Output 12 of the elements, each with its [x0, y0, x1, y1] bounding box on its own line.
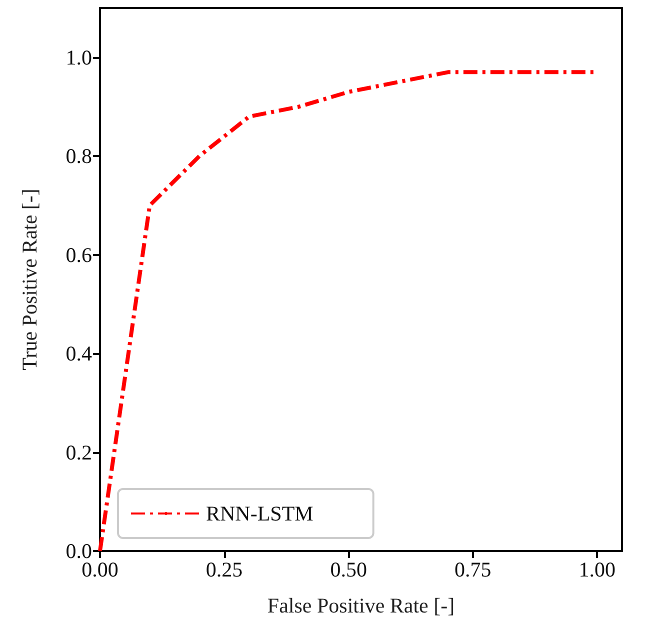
legend-label: RNN-LSTM	[206, 502, 314, 526]
x-tick-label: 0.75	[454, 558, 492, 582]
x-axis-title: False Positive Rate [-]	[267, 594, 455, 618]
y-tick-label: 0.8	[66, 144, 92, 168]
y-tick-label: 1.0	[66, 45, 92, 70]
y-tick-label: 0.2	[66, 440, 92, 464]
y-tick-label: 0.6	[66, 242, 92, 267]
y-tick-label: 0.4	[66, 342, 92, 366]
x-tick-label: 0.50	[330, 558, 367, 582]
y-axis-title: True Positive Rate [-]	[18, 188, 42, 370]
x-tick-label: 1.00	[578, 558, 616, 582]
x-tick-label: 0.25	[206, 558, 243, 582]
